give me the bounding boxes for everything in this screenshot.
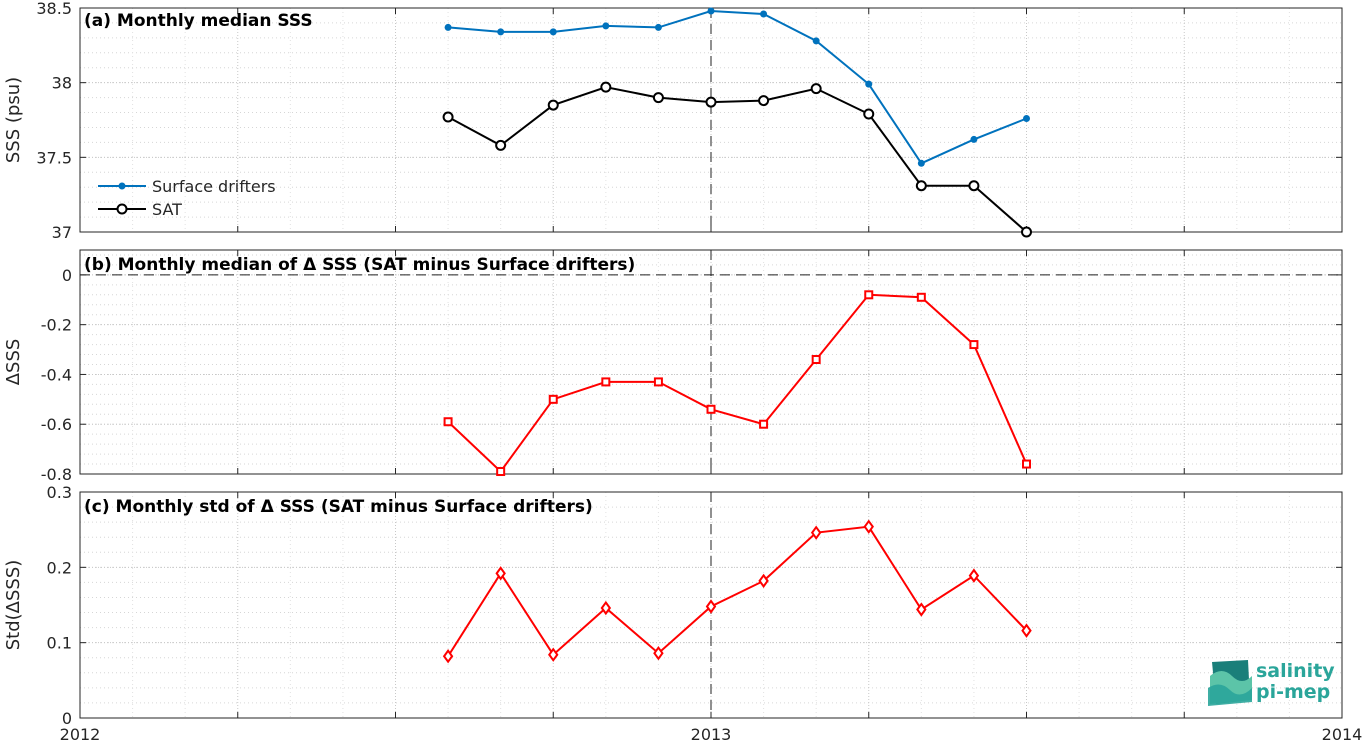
data-point-2012-09 [495,139,507,151]
data-point-2013-04 [863,108,875,120]
series-line-1-0 [447,293,1028,474]
data-point-2013-03 [810,525,822,540]
data-point-2013-03 [812,37,820,45]
data-point-2013-01 [705,599,717,614]
series-line-0-1 [447,86,1028,233]
x-tick-label: 2014 [1322,725,1363,744]
data-point-2013-01 [705,96,717,108]
data-point-2013-02 [758,95,770,107]
data-point-2012-11 [600,81,612,93]
data-point-2012-12 [652,92,664,104]
data-point-2012-11 [600,600,612,616]
legend-marker-sat [116,203,128,215]
data-point-2012-10 [548,647,559,662]
data-point-2012-12 [654,23,662,31]
y-tick-label: 38.5 [36,0,72,18]
logo-text-pimep: pi-mep [1256,681,1330,703]
y-tick-label: -0.4 [41,365,72,384]
data-point-2013-05 [916,292,926,302]
y-tick-label: 0.2 [47,558,72,577]
data-point-2012-11 [601,377,611,387]
data-point-2013-04 [863,519,874,534]
series-line-0-0 [447,9,1027,165]
legend-label-drifters: Surface drifters [152,177,276,196]
data-point-2013-07 [1021,226,1032,238]
data-point-2013-07 [1023,115,1030,123]
logo-text-salinity: salinity [1256,660,1335,682]
panel-a: 37 37.5 38 38.5 [36,0,1343,242]
data-point-2013-07 [1022,459,1031,469]
data-point-2013-01 [707,7,715,15]
data-point-2012-09 [497,28,505,36]
data-point-2013-05 [917,159,925,167]
legend: Surface drifters SAT [98,177,276,219]
y-tick-label: -0.8 [41,465,72,484]
data-point-2012-12 [653,646,664,661]
data-point-2013-01 [706,404,716,414]
x-tick-label: 2012 [60,725,101,744]
data-point-2013-06 [970,135,978,143]
legend-label-sat: SAT [152,200,182,219]
data-point-2013-02 [758,573,769,589]
salinity-pi-mep-logo: salinity pi-mep [1208,660,1335,706]
data-point-2013-05 [915,180,927,192]
y-tick-label: -0.6 [41,415,72,434]
y-tick-label: 0 [62,709,72,728]
y-tick-label: -0.2 [41,316,72,335]
data-point-2012-10 [549,28,557,36]
data-point-2013-04 [864,290,874,300]
data-point-2012-08 [444,23,452,31]
data-point-2012-08 [442,111,454,123]
panel-b-title: (b) Monthly median of Δ SSS (SAT minus S… [84,255,635,275]
y-tick-label: 0.1 [47,634,72,653]
x-tick-label: 2013 [691,725,732,744]
data-point-2012-10 [548,394,558,404]
data-point-2012-11 [602,22,610,30]
data-point-2013-07 [1021,623,1032,638]
series-line-2-0 [447,525,1028,657]
panel-b-ylabel: ΔSSS [3,339,24,386]
data-point-2013-02 [760,10,768,18]
panel-a-ylabel: SSS (psu) [3,77,24,163]
data-point-2013-04 [865,80,873,88]
data-point-2012-09 [496,467,506,477]
y-tick-label: 0 [62,266,72,285]
data-point-2013-02 [759,419,769,429]
y-tick-label: 37 [52,223,72,242]
legend-marker-drifters [118,182,126,190]
data-point-2013-06 [968,568,980,583]
data-point-2012-12 [653,377,663,387]
data-point-2012-08 [443,417,453,427]
data-point-2012-10 [547,99,559,111]
y-tick-label: 37.5 [36,148,72,167]
data-point-2013-05 [916,602,927,617]
panel-b: 0 -0.2 -0.4 -0.6 -0.8 [41,249,1343,484]
data-point-2013-06 [969,340,979,350]
panel-c-title: (c) Monthly std of Δ SSS (SAT minus Surf… [84,497,593,517]
data-point-2013-03 [810,83,822,95]
y-tick-label: 0.3 [47,483,72,502]
data-point-2013-03 [811,355,821,365]
y-tick-label: 38 [52,74,72,93]
panel-c-ylabel: Std(ΔSSS) [3,560,24,651]
panel-c: 0 0.1 0.2 0.3 2012 2013 2014 [47,483,1363,744]
logo-wave-front [1208,684,1252,706]
data-point-2013-06 [968,180,980,192]
data-point-2012-08 [442,649,454,664]
data-point-2012-09 [495,566,506,581]
panel-a-title: (a) Monthly median SSS [84,11,313,31]
